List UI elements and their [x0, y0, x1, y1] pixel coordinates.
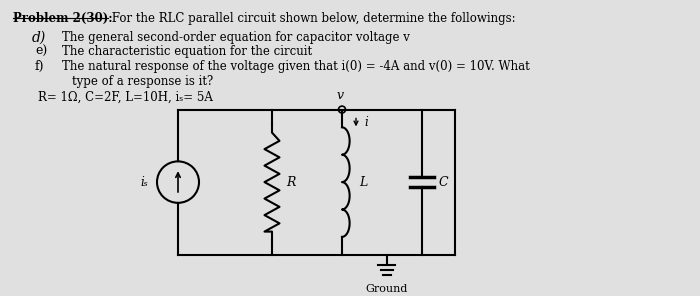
Text: i: i: [364, 116, 368, 129]
Text: L: L: [359, 176, 368, 189]
Text: The natural response of the voltage given that i(0) = -4A and v(0) = 10V. What: The natural response of the voltage give…: [62, 60, 530, 73]
Text: iₛ: iₛ: [140, 176, 148, 189]
Text: The general second-order equation for capacitor voltage v: The general second-order equation for ca…: [62, 30, 410, 44]
Text: R: R: [286, 176, 295, 189]
Text: Problem 2(30):: Problem 2(30):: [13, 12, 113, 25]
Text: e): e): [35, 45, 48, 58]
Text: Ground: Ground: [366, 284, 408, 294]
Text: v: v: [337, 89, 344, 102]
Text: type of a response is it?: type of a response is it?: [72, 75, 214, 88]
Text: For the RLC parallel circuit shown below, determine the followings:: For the RLC parallel circuit shown below…: [108, 12, 516, 25]
Text: f): f): [35, 60, 45, 73]
Text: C: C: [439, 176, 449, 189]
Text: R= 1Ω, C=2F, L=10H, iₛ= 5A: R= 1Ω, C=2F, L=10H, iₛ= 5A: [38, 91, 213, 104]
Text: d): d): [32, 30, 46, 45]
Text: The characteristic equation for the circuit: The characteristic equation for the circ…: [62, 45, 312, 58]
